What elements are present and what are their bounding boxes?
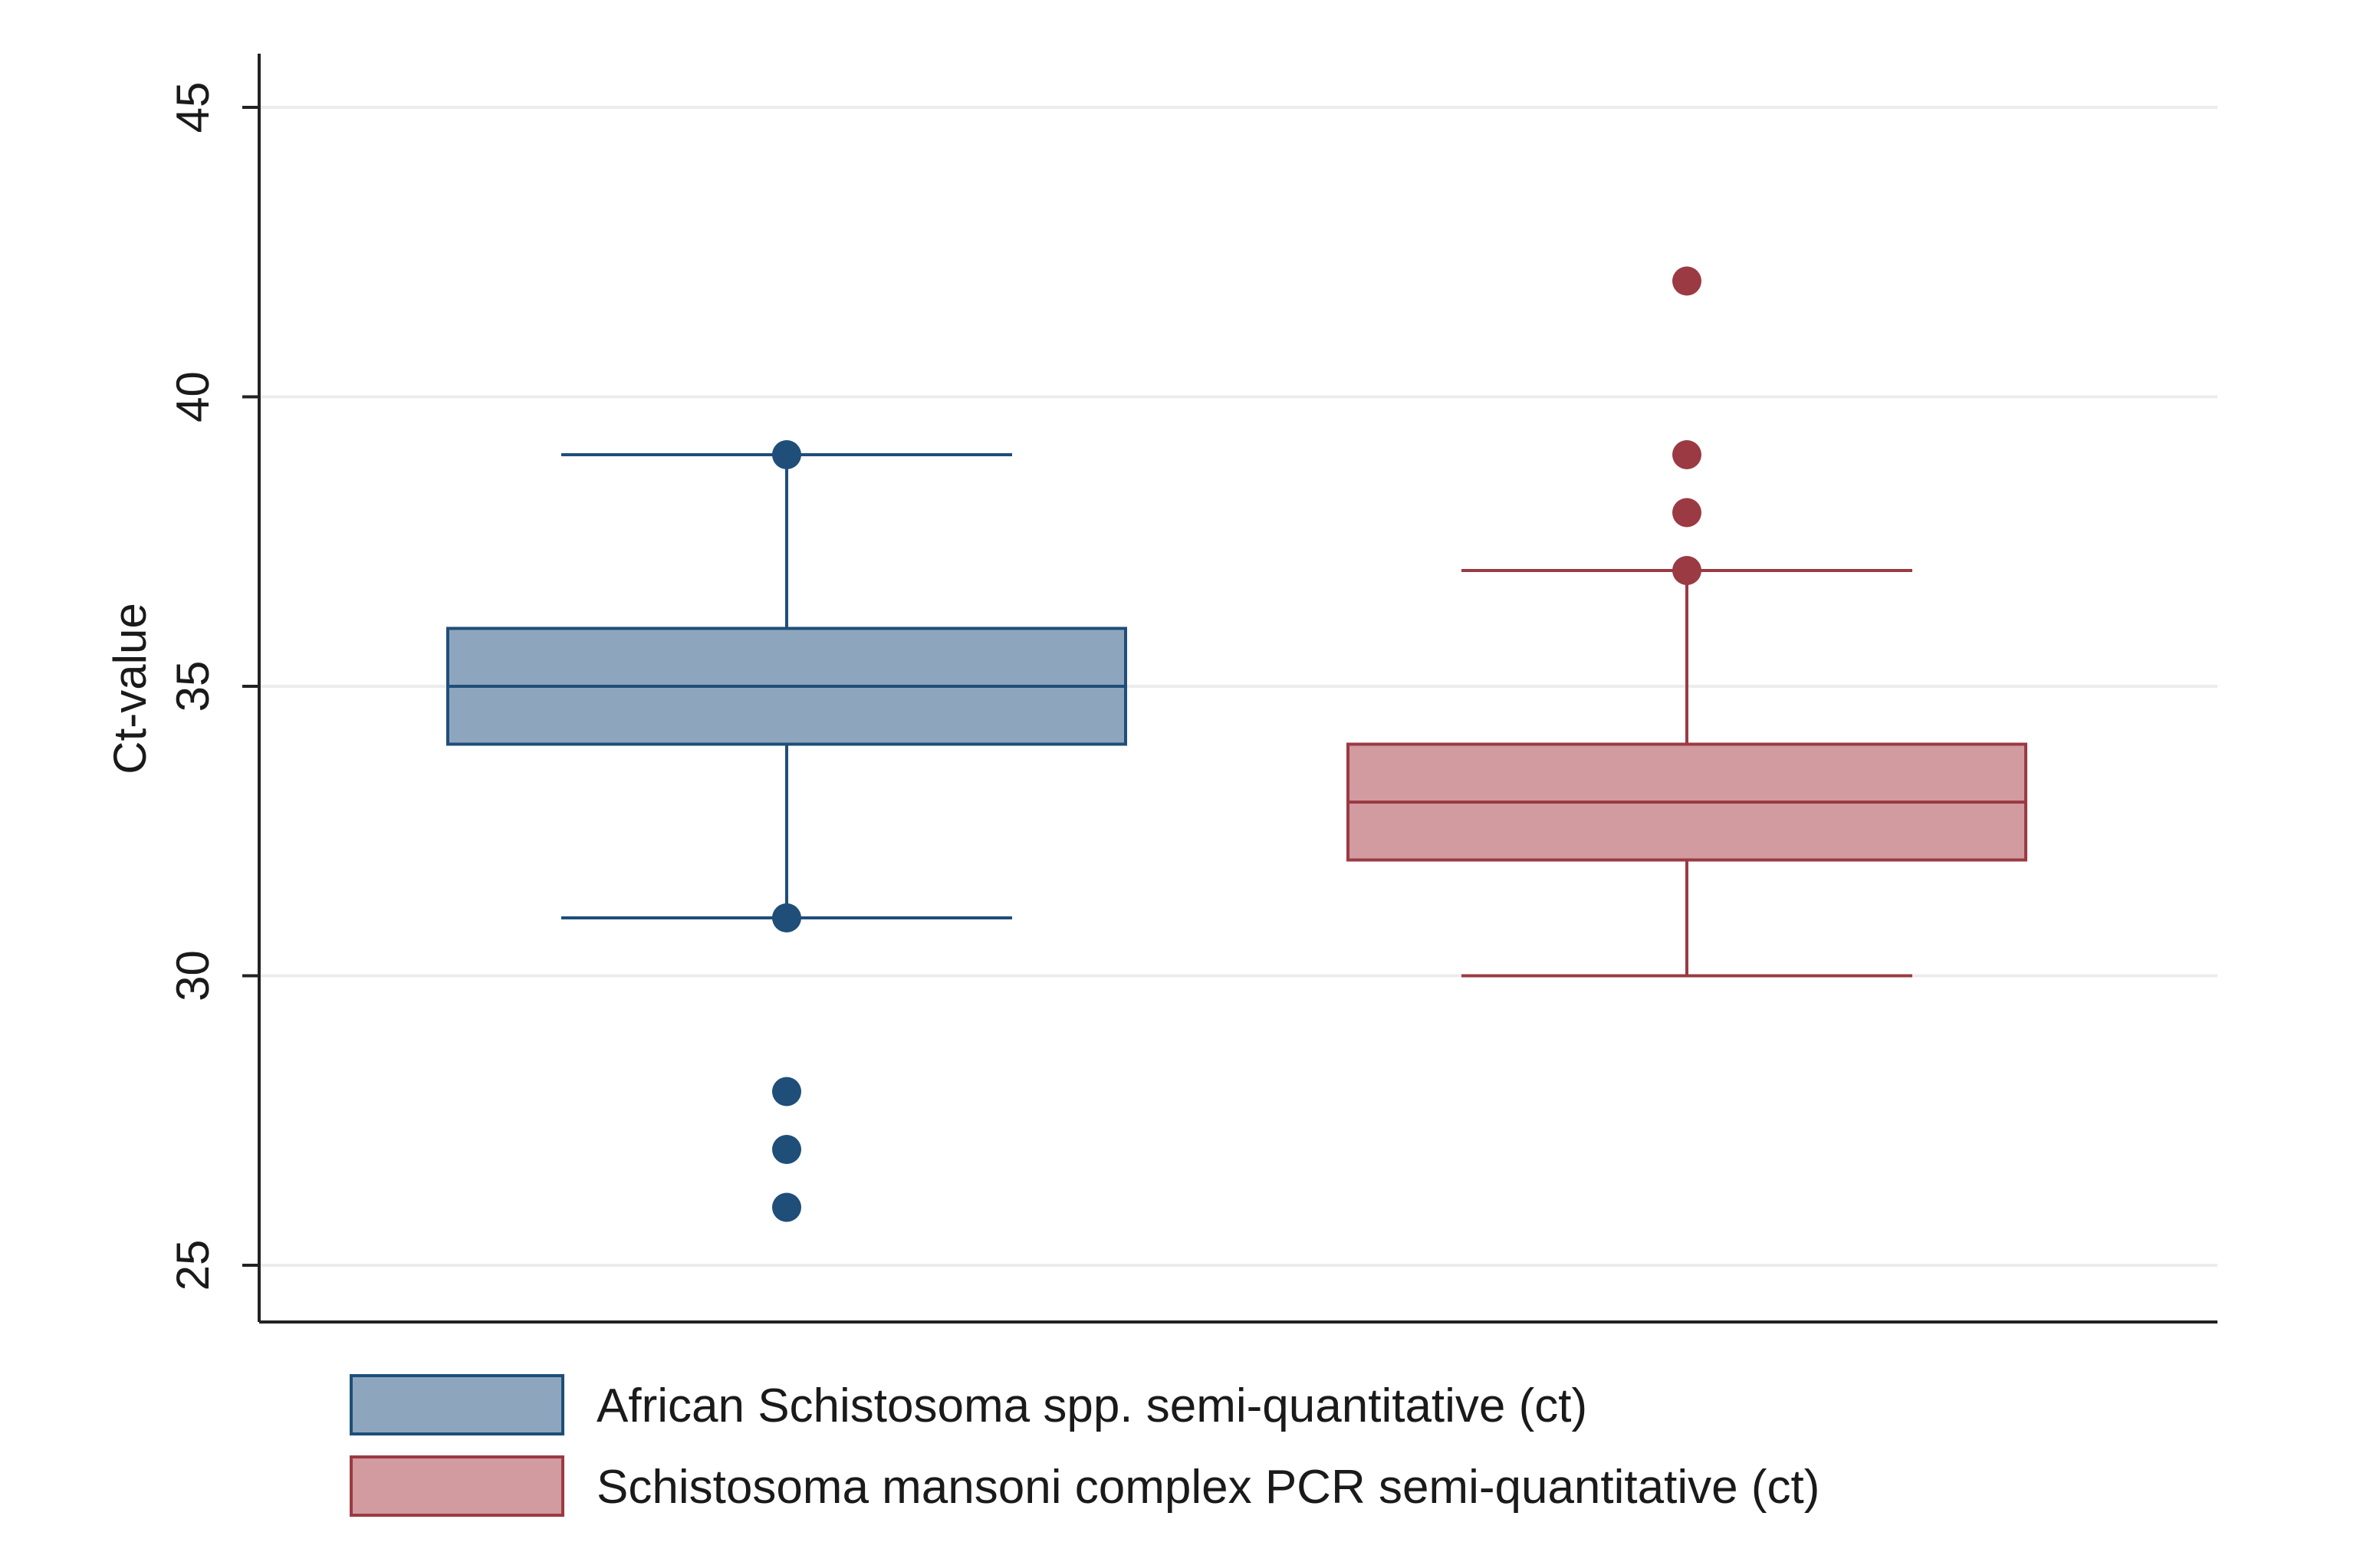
y-axis-title: Ct-value	[104, 603, 156, 774]
legend-label: African Schistosoma spp. semi-quantitati…	[597, 1379, 1587, 1432]
boxes	[446, 266, 2027, 1222]
legend: African Schistosoma spp. semi-quantitati…	[350, 1374, 1820, 1517]
legend-item: African Schistosoma spp. semi-quantitati…	[350, 1374, 1587, 1435]
outlier-point	[1672, 440, 1701, 469]
outlier-point	[1672, 556, 1701, 585]
outlier-point	[772, 1192, 801, 1222]
outlier-point	[772, 903, 801, 932]
box-series	[446, 440, 1127, 1222]
y-tick-label: 40	[167, 371, 219, 423]
y-tick-label: 45	[167, 82, 219, 133]
y-tick-label: 35	[167, 661, 219, 712]
legend-swatch	[350, 1455, 564, 1517]
outlier-point	[1672, 266, 1701, 296]
outlier-point	[772, 1077, 801, 1107]
outlier-point	[772, 1135, 801, 1164]
outlier-point	[772, 440, 801, 469]
legend-label: Schistosoma mansoni complex PCR semi-qua…	[597, 1461, 1820, 1514]
legend-swatch	[350, 1374, 564, 1435]
box-series	[1346, 266, 2027, 978]
outlier-point	[1672, 498, 1701, 528]
y-tick-label: 25	[167, 1240, 219, 1291]
y-tick-label: 30	[167, 950, 219, 1001]
y-ticks: 25 30 35 40 45	[167, 82, 259, 1291]
legend-item: Schistosoma mansoni complex PCR semi-qua…	[350, 1455, 1820, 1517]
